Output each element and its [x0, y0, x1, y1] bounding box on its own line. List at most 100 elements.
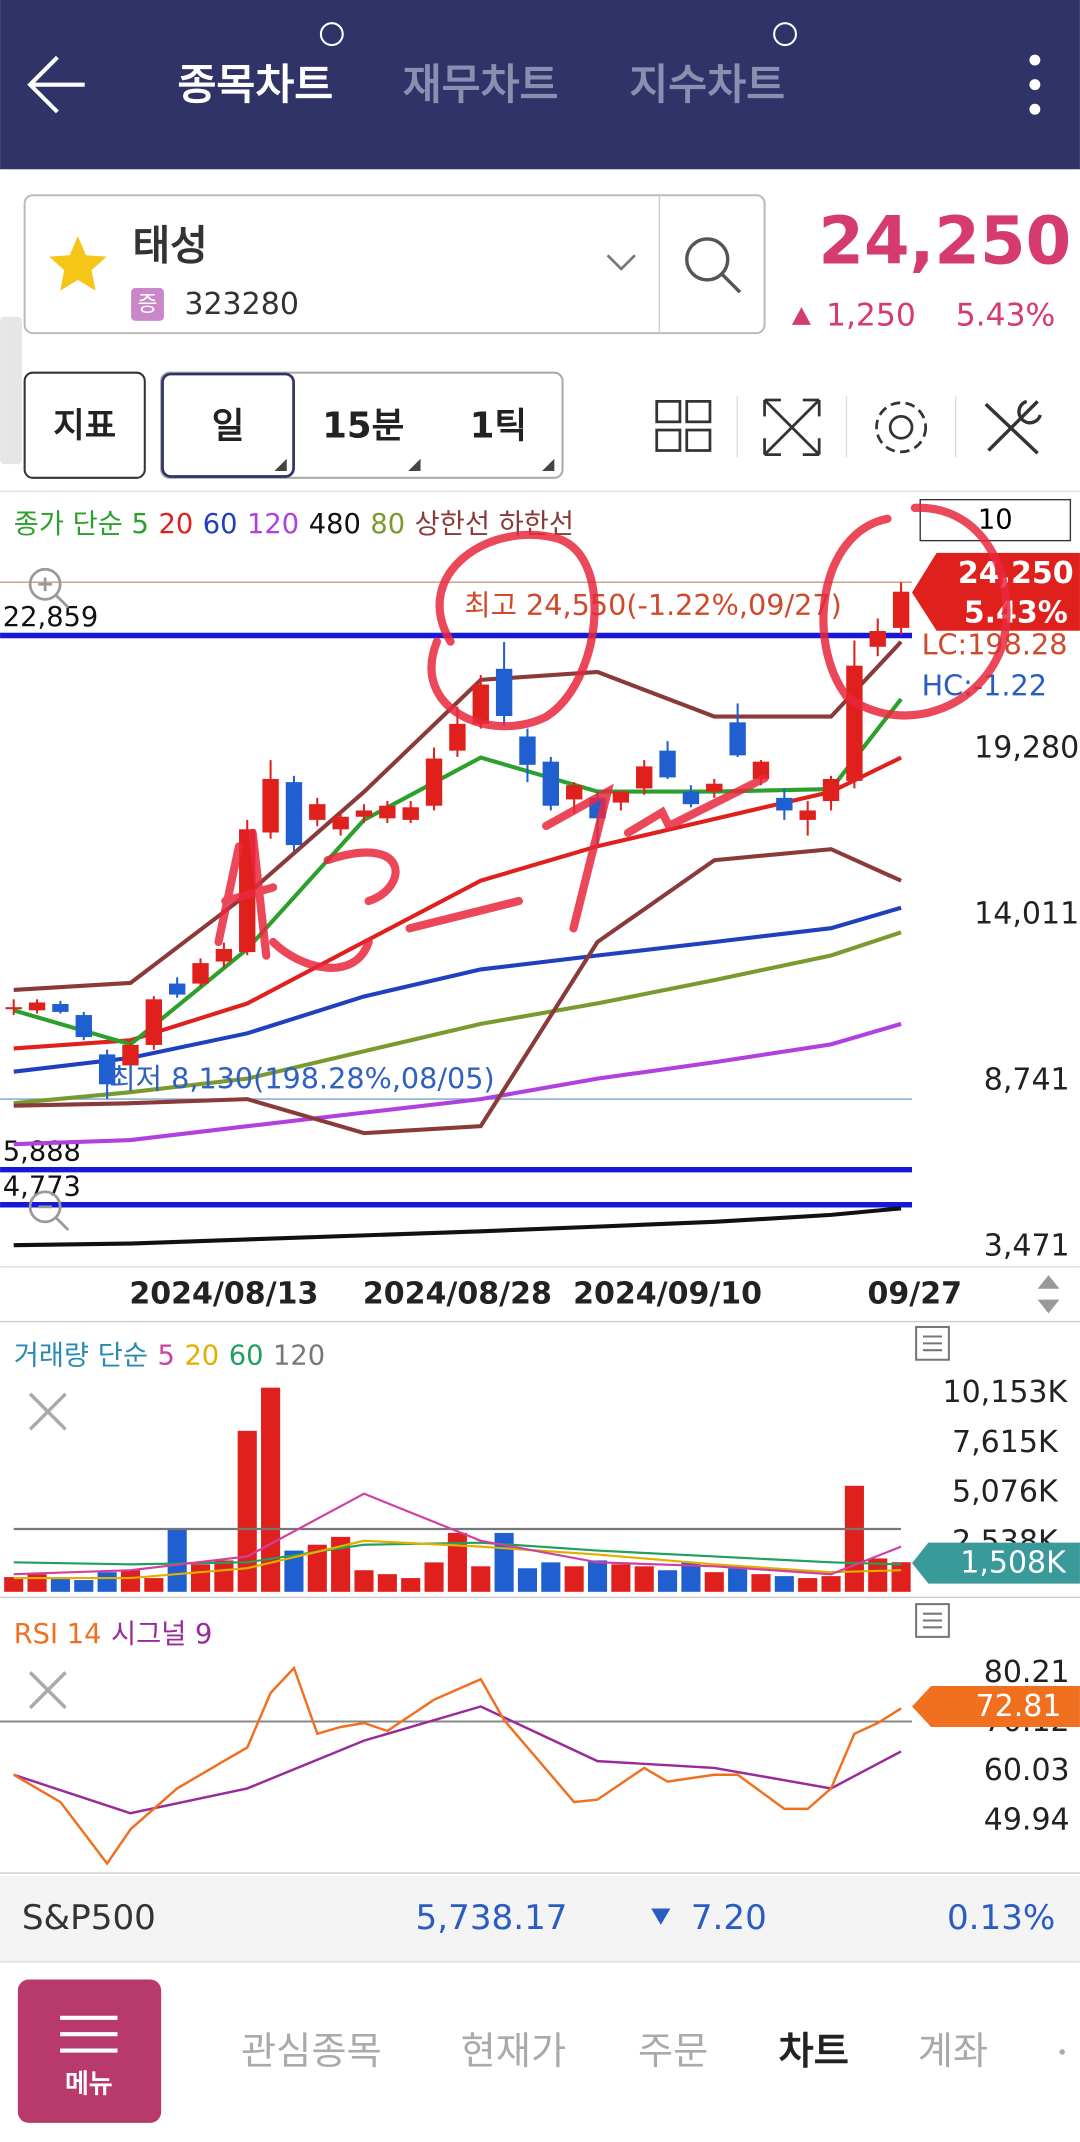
candle-body: [332, 816, 349, 830]
panel-menu[interactable]: [915, 1325, 950, 1361]
tab[interactable]: 지수차트: [629, 60, 785, 109]
legend-item: 80: [370, 509, 405, 540]
volume-bar: [821, 1576, 841, 1592]
nav-more: [1059, 2049, 1065, 2055]
nav-bar: [0, 1961, 1080, 2142]
volume-bar: [144, 1578, 164, 1592]
charts: 종가 단순 5 20 60 120 480 80 상한선 하한선 1022,8595,8884…: [0, 498, 1080, 1866]
legend-item: RSI 14: [14, 1619, 102, 1650]
period-option[interactable]: 15분: [322, 405, 404, 446]
volume-bar: [728, 1568, 748, 1592]
legend: 거래량 단순 5 20 60 120: [14, 1340, 325, 1371]
candle-body: [122, 1044, 139, 1066]
nav-item[interactable]: 계좌: [918, 2030, 988, 2074]
candle-body: [52, 1004, 69, 1012]
high-note: 최고 24,550(-1.22%,09/27): [464, 588, 842, 622]
nav-item[interactable]: 관심종목: [241, 2030, 382, 2074]
settings-button[interactable]: [875, 401, 928, 454]
close-volume[interactable]: [28, 1392, 67, 1431]
current-pct-label: 5.43%: [964, 595, 1068, 630]
candle-body: [846, 665, 863, 781]
search-button[interactable]: [685, 237, 742, 294]
x-tick-label: 2024/08/13: [129, 1277, 318, 1312]
tools-button[interactable]: [984, 399, 1042, 455]
candle-body: [215, 948, 233, 962]
x-tick-label: 2024/09/10: [573, 1277, 762, 1312]
dropdown-chevron[interactable]: [606, 254, 636, 271]
candle-body: [355, 810, 373, 817]
volume-bar: [284, 1550, 304, 1592]
legend: RSI 14 시그널 9: [14, 1619, 213, 1650]
index-value: 5,738.17: [416, 1898, 568, 1938]
nav-item[interactable]: 차트: [779, 2030, 849, 2074]
y-tick-label: 3,471: [984, 1228, 1070, 1263]
period-option[interactable]: 일: [212, 405, 245, 446]
stock-name: 태성: [132, 222, 207, 270]
candle-body: [729, 722, 746, 756]
volume-bar: [587, 1560, 608, 1592]
volume-bar: [214, 1560, 234, 1592]
stock-box[interactable]: [23, 194, 766, 335]
volume-bar: [4, 1577, 24, 1592]
tab[interactable]: 종목차트: [177, 60, 333, 109]
zoom-out[interactable]: [28, 1190, 70, 1232]
fullscreen-button[interactable]: [763, 398, 821, 456]
menu-label: 메뉴: [65, 2070, 113, 2100]
period-option[interactable]: 1틱: [470, 405, 527, 446]
header-bar: [0, 0, 1080, 170]
layout-button[interactable]: [655, 400, 712, 452]
volume-bar: [541, 1562, 561, 1592]
back-button[interactable]: [27, 55, 85, 114]
chart-area: [0, 491, 1080, 1874]
side-handle[interactable]: [0, 316, 22, 465]
volume-bar: [634, 1566, 654, 1592]
volume-bar: [447, 1532, 467, 1592]
tab[interactable]: 재무차트: [403, 60, 559, 109]
indicator-line: [13, 697, 903, 1047]
volume-bar: [97, 1572, 117, 1592]
scroll-arrows[interactable]: [1037, 1275, 1060, 1314]
current-volume-label: 1,508K: [960, 1546, 1067, 1581]
candle-body: [682, 791, 700, 805]
volume-bar: [331, 1536, 351, 1592]
price-change: 1,250: [826, 297, 916, 333]
candle-body: [5, 1007, 22, 1010]
legend-item: 120: [273, 1340, 325, 1371]
zoom-in[interactable]: [28, 567, 70, 609]
volume-bar: [424, 1562, 444, 1592]
candle-body: [145, 999, 163, 1045]
indicator-button[interactable]: [23, 371, 146, 479]
volume-bar: [377, 1574, 397, 1592]
volume-bar: [494, 1532, 514, 1592]
candle-body: [565, 785, 583, 800]
panel-menu[interactable]: [915, 1603, 950, 1638]
index-change: 7.20: [691, 1898, 767, 1938]
period-selected[interactable]: [161, 372, 295, 478]
volume-bar: [401, 1578, 421, 1592]
nav-item[interactable]: 현재가: [461, 2030, 566, 2074]
y-tick-label: 80.21: [984, 1655, 1070, 1690]
candle-body: [892, 591, 910, 628]
current-price-box: [912, 552, 1080, 631]
indicator-line: [13, 1492, 902, 1576]
nav-item[interactable]: 주문: [638, 2030, 708, 2074]
close-rsi[interactable]: [28, 1671, 67, 1710]
candle-body: [402, 807, 419, 820]
signal-line: [13, 1705, 902, 1815]
favorite-star[interactable]: [49, 236, 107, 291]
y-tick-label: 60.03: [984, 1753, 1070, 1788]
menu-icon: [60, 2015, 118, 2053]
price-level-label: 22,859: [3, 602, 99, 633]
indicator-line: [13, 847, 902, 1136]
legend: 종가 단순 5 20 60 120 480 80 상한선 하한선: [14, 509, 574, 540]
candle-body: [425, 758, 443, 806]
candle-body: [542, 761, 560, 806]
volume-bar: [167, 1529, 187, 1592]
candle-body: [309, 804, 326, 820]
current-rsi-box: [912, 1686, 1080, 1727]
index-name: S&P500: [22, 1898, 156, 1938]
more-menu[interactable]: [1029, 54, 1041, 115]
candle-body: [776, 797, 793, 811]
low-note: 최저 8,130(198.28%,08/05): [109, 1062, 494, 1096]
